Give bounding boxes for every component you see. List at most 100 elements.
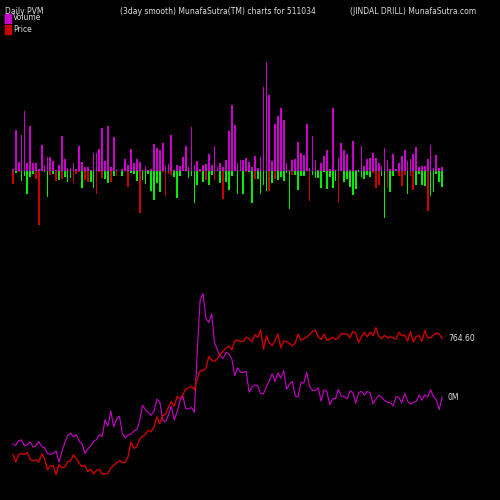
Bar: [416, 170, 417, 185]
Bar: [139, 170, 140, 212]
Bar: [55, 170, 57, 181]
Bar: [211, 165, 212, 170]
Bar: [168, 170, 170, 174]
Bar: [104, 161, 106, 170]
Bar: [211, 170, 212, 175]
Bar: [242, 170, 244, 194]
Bar: [297, 142, 299, 171]
Bar: [127, 165, 129, 170]
Bar: [44, 170, 46, 172]
Bar: [162, 170, 164, 172]
Bar: [300, 170, 302, 176]
Bar: [274, 170, 276, 178]
Bar: [133, 170, 134, 174]
Bar: [202, 165, 204, 170]
Bar: [38, 170, 40, 246]
Bar: [208, 170, 210, 185]
Bar: [401, 170, 402, 186]
Bar: [46, 170, 48, 196]
Bar: [205, 164, 207, 170]
Bar: [12, 169, 14, 170]
Bar: [107, 170, 109, 183]
Bar: [87, 170, 88, 182]
Bar: [246, 158, 247, 170]
Bar: [222, 166, 224, 170]
Bar: [170, 136, 172, 170]
Bar: [442, 167, 443, 170]
Bar: [318, 170, 319, 178]
Text: Volume: Volume: [13, 13, 42, 22]
Bar: [308, 168, 310, 170]
Bar: [381, 170, 382, 176]
Bar: [404, 150, 406, 171]
Bar: [355, 170, 356, 189]
Bar: [251, 170, 253, 203]
Bar: [58, 166, 60, 170]
Bar: [182, 157, 184, 170]
Bar: [406, 170, 408, 194]
Bar: [352, 142, 354, 171]
Bar: [364, 166, 365, 170]
Bar: [24, 110, 26, 170]
Bar: [144, 166, 146, 170]
Bar: [20, 134, 22, 170]
Bar: [216, 170, 218, 171]
Bar: [432, 170, 434, 192]
Bar: [294, 170, 296, 174]
Bar: [306, 170, 308, 171]
Bar: [254, 170, 256, 179]
Bar: [64, 159, 66, 170]
Bar: [76, 168, 77, 170]
Bar: [136, 170, 138, 181]
Bar: [72, 163, 74, 170]
Bar: [162, 142, 164, 171]
Bar: [248, 170, 250, 172]
Bar: [98, 149, 100, 171]
Bar: [332, 170, 334, 188]
Bar: [70, 170, 71, 178]
Bar: [32, 163, 34, 170]
Bar: [398, 164, 400, 170]
Bar: [185, 146, 186, 171]
Bar: [78, 146, 80, 171]
Bar: [410, 160, 412, 170]
Bar: [430, 145, 432, 171]
Bar: [442, 170, 443, 188]
Bar: [251, 166, 253, 170]
Bar: [277, 116, 279, 170]
Bar: [136, 159, 138, 170]
Bar: [366, 159, 368, 170]
Bar: [127, 170, 129, 187]
Bar: [375, 170, 376, 188]
Bar: [139, 162, 140, 170]
Bar: [228, 132, 230, 170]
Bar: [176, 165, 178, 170]
Bar: [430, 170, 432, 196]
Bar: [438, 168, 440, 170]
Text: Price: Price: [13, 24, 32, 34]
Bar: [18, 170, 20, 172]
Bar: [225, 170, 227, 181]
Bar: [156, 170, 158, 183]
Bar: [323, 170, 325, 172]
Bar: [116, 170, 117, 175]
Bar: [216, 167, 218, 170]
Bar: [148, 170, 149, 174]
Bar: [338, 158, 340, 170]
Bar: [274, 124, 276, 170]
Bar: [18, 162, 20, 170]
Bar: [113, 137, 114, 170]
Bar: [205, 170, 207, 179]
Bar: [312, 170, 314, 175]
Bar: [308, 170, 310, 200]
Bar: [364, 170, 365, 179]
Bar: [286, 170, 288, 173]
Bar: [44, 166, 46, 170]
Bar: [196, 170, 198, 184]
Bar: [418, 167, 420, 170]
Bar: [242, 160, 244, 170]
Bar: [50, 158, 51, 170]
Bar: [179, 166, 181, 170]
Bar: [32, 170, 34, 173]
Bar: [26, 170, 28, 194]
